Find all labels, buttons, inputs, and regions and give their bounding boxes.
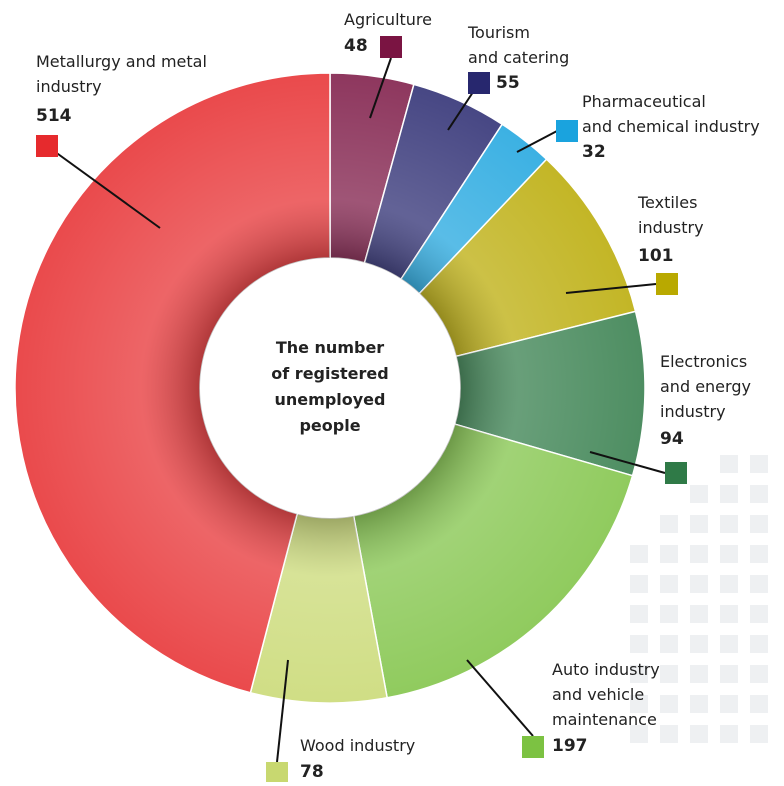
pattern-square [720,605,738,623]
pattern-square [750,695,768,713]
pattern-square [720,485,738,503]
category-label: Metallurgy and metal industry [36,52,207,96]
pattern-square [630,575,648,593]
value-label: 94 [660,429,684,449]
pattern-square [630,695,648,713]
pattern-square [630,665,648,683]
value-label: 197 [552,736,588,756]
category-label: Wood industry [300,736,415,755]
pattern-square [720,575,738,593]
pattern-square [750,485,768,503]
pattern-square [750,545,768,563]
category-label: Pharmaceutical and chemical industry [582,92,760,136]
category-label: Agriculture [344,10,432,29]
value-label: 101 [638,246,674,266]
value-label: 32 [582,142,606,162]
pattern-square [750,725,768,743]
pattern-square [750,575,768,593]
segment-shade [14,73,331,693]
legend-swatch [665,462,687,484]
value-label: 48 [344,36,368,56]
leader-line [46,145,161,229]
legend-swatch [380,36,402,58]
segment-shade [419,159,636,357]
leader-line [565,283,657,294]
value-label: 78 [300,762,324,782]
legend-swatch [468,72,490,94]
pattern-square [720,695,738,713]
leader-line [516,130,558,153]
leader-line [466,659,534,737]
pattern-square [630,725,648,743]
pattern-square [690,575,708,593]
category-label: Electronics and energy industry [660,352,751,421]
pattern-square [750,455,768,473]
pattern-square [750,605,768,623]
pattern-square [690,485,708,503]
pattern-square [660,515,678,533]
pattern-square [750,665,768,683]
pattern-square [660,665,678,683]
segment-shade [364,84,503,280]
pattern-square [660,695,678,713]
pattern-square [720,665,738,683]
pattern-square [690,545,708,563]
pattern-square [660,605,678,623]
segment-shade [401,124,547,294]
segment-shade [454,311,645,476]
legend-swatch [266,762,288,784]
pattern-square [630,605,648,623]
pattern-square [690,515,708,533]
pattern-square [660,545,678,563]
category-label: Textiles industry [637,193,704,237]
pattern-square [750,515,768,533]
pattern-square [720,635,738,653]
pattern-square [720,545,738,563]
value-label: 514 [36,106,72,126]
pattern-square [720,725,738,743]
legend-swatch [556,120,578,142]
pattern-square [660,725,678,743]
segment-shade [353,424,633,698]
pattern-square [720,515,738,533]
pattern-square [660,575,678,593]
pattern-square [690,605,708,623]
category-label: Auto industry and vehicle maintenance [552,660,660,729]
leader-line [589,451,666,474]
category-label: Tourism and catering [467,23,569,67]
leader-line [276,659,289,763]
pattern-square [660,635,678,653]
segment-shade [250,513,388,703]
pattern-square [630,545,648,563]
pattern-square [690,665,708,683]
pattern-square [690,695,708,713]
pattern-square [690,725,708,743]
pattern-square [630,635,648,653]
pattern-square [750,635,768,653]
donut [14,72,646,704]
value-label: 55 [496,73,520,93]
pattern-square [690,635,708,653]
pattern-square [720,455,738,473]
legend-swatch [656,273,678,295]
legend-swatch [36,135,58,157]
background-pattern [630,455,768,743]
center-label: The number of registered unemployed people [271,338,388,435]
leader-line [369,57,392,119]
legend-swatch [522,736,544,758]
segment-shade [330,73,414,263]
